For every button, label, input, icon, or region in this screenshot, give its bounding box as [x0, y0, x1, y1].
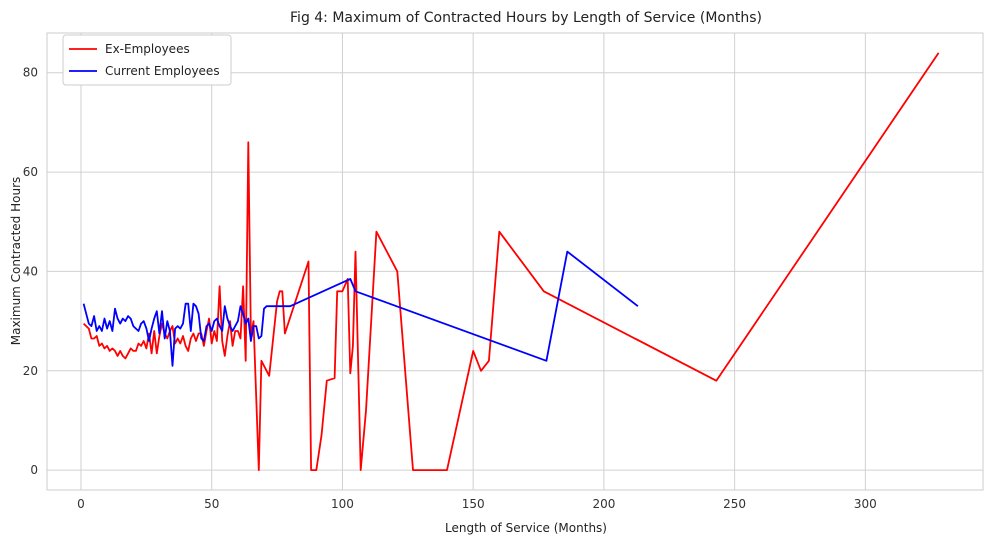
x-axis-label: Length of Service (Months)	[445, 521, 607, 535]
y-tick-label: 0	[30, 463, 38, 477]
x-tick-label: 300	[854, 497, 877, 511]
y-tick-label: 20	[23, 364, 38, 378]
chart-title: Fig 4: Maximum of Contracted Hours by Le…	[290, 10, 762, 26]
legend-label-current-employees: Current Employees	[105, 64, 220, 78]
y-axis-label: Maximum Contracted Hours	[9, 177, 23, 346]
x-tick-label: 100	[331, 497, 354, 511]
current-employees-line	[82, 250, 639, 367]
y-tick-label: 60	[23, 165, 38, 179]
y-tick-label: 80	[23, 66, 38, 80]
x-tick-label: 250	[723, 497, 746, 511]
legend-label-ex-employees: Ex-Employees	[105, 42, 190, 56]
chart-legend: Ex-Employees Current Employees	[62, 34, 232, 86]
x-axis-ticks: 0 50 100 150 200 250 300	[77, 497, 877, 511]
legend-box	[62, 34, 232, 86]
grid-lines	[47, 33, 983, 490]
series-lines	[82, 52, 940, 472]
x-tick-label: 150	[462, 497, 485, 511]
x-tick-label: 50	[204, 497, 219, 511]
y-tick-label: 40	[23, 264, 38, 278]
y-axis-ticks: 0 20 40 60 80	[23, 66, 38, 477]
plot-frame	[46, 32, 984, 491]
x-tick-label: 0	[77, 497, 85, 511]
x-tick-label: 200	[592, 497, 615, 511]
